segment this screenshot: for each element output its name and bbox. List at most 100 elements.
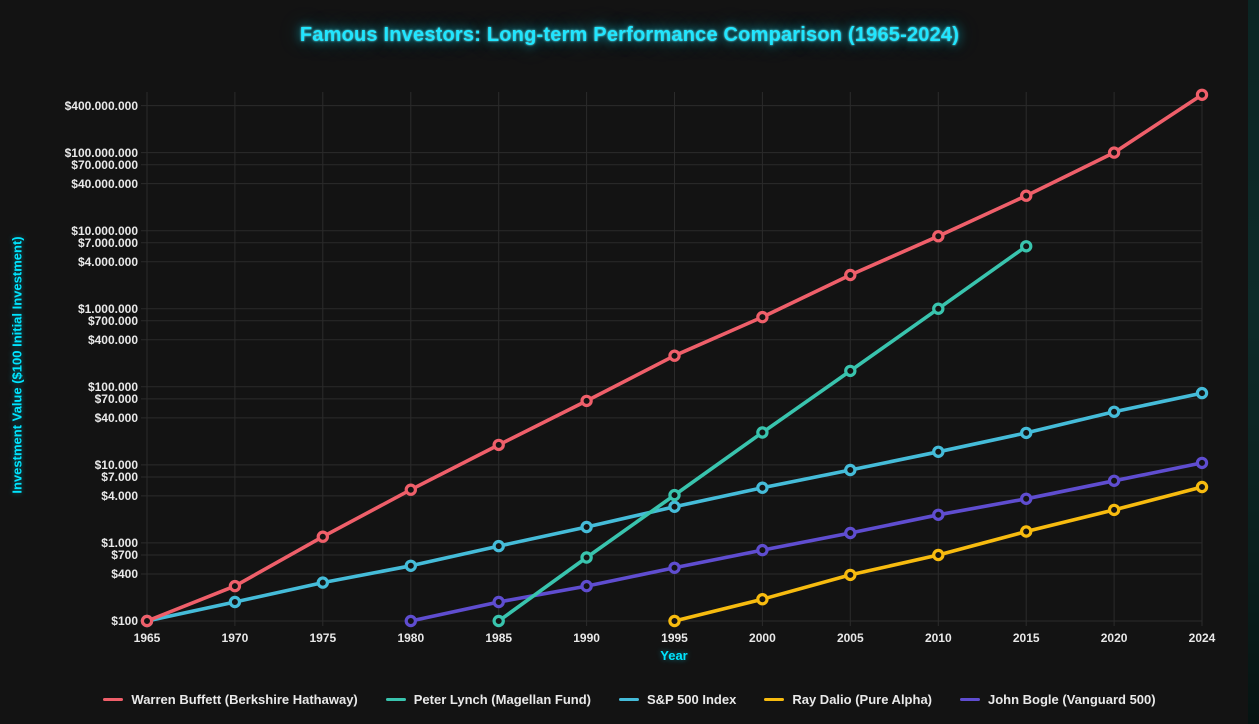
data-point-sp500-1970[interactable] [228, 595, 242, 609]
data-point-bogle-1985[interactable] [492, 595, 505, 609]
data-point-sp500-1995[interactable] [668, 500, 681, 513]
x-tick-label: 1975 [309, 631, 336, 645]
right-edge-strip [1248, 0, 1259, 724]
legend-item-bogle[interactable]: John Bogle (Vanguard 500) [960, 692, 1156, 707]
data-point-dalio-2000[interactable] [756, 593, 769, 606]
data-point-sp500-2015[interactable] [1019, 426, 1033, 440]
data-point-sp500-1990[interactable] [580, 520, 593, 534]
data-point-buffett-2020[interactable] [1107, 146, 1121, 159]
x-tick-label: 2010 [925, 631, 952, 645]
data-point-bogle-2000[interactable] [756, 543, 769, 557]
y-tick-label: $400.000 [88, 333, 138, 347]
data-point-buffett-1980[interactable] [404, 483, 417, 496]
x-tick-label: 2020 [1101, 631, 1128, 645]
data-point-lynch-2000[interactable] [756, 426, 769, 439]
x-axis-title: Year [660, 648, 688, 663]
y-tick-label: $4.000 [101, 489, 138, 503]
y-tick-label: $40.000 [95, 411, 139, 425]
data-point-buffett-1985[interactable] [492, 438, 505, 452]
data-point-bogle-2020[interactable] [1107, 474, 1121, 487]
legend-item-dalio[interactable]: Ray Dalio (Pure Alpha) [764, 692, 932, 707]
data-point-dalio-2005[interactable] [844, 568, 857, 582]
data-point-lynch-1995[interactable] [668, 488, 681, 502]
data-point-buffett-1990[interactable] [580, 394, 593, 408]
legend-swatch-dalio [764, 698, 785, 701]
legend-label-buffett: Warren Buffett (Berkshire Hathaway) [131, 692, 358, 707]
data-point-buffett-1965[interactable] [140, 614, 154, 628]
y-tick-label: $700.000 [88, 314, 138, 328]
data-point-buffett-1975[interactable] [316, 530, 329, 543]
data-point-bogle-2015[interactable] [1019, 492, 1033, 505]
data-point-sp500-1980[interactable] [404, 559, 417, 573]
data-point-sp500-2010[interactable] [932, 445, 945, 458]
y-tick-label: $4.000.000 [78, 255, 138, 269]
data-point-buffett-2000[interactable] [756, 310, 769, 324]
series-line-bogle [409, 461, 1204, 623]
data-point-bogle-1990[interactable] [580, 579, 593, 593]
x-tick-label: 1965 [134, 631, 161, 645]
data-point-bogle-1980[interactable] [404, 614, 417, 628]
data-point-buffett-2024[interactable] [1195, 88, 1209, 102]
y-tick-label: $100.000 [88, 380, 138, 394]
data-point-sp500-2005[interactable] [844, 463, 857, 477]
legend-swatch-sp500 [618, 698, 639, 701]
data-point-sp500-1985[interactable] [492, 539, 505, 553]
data-point-sp500-1975[interactable] [316, 576, 329, 589]
data-point-lynch-2005[interactable] [844, 364, 857, 378]
data-point-lynch-1990[interactable] [580, 551, 593, 564]
data-point-buffett-2015[interactable] [1019, 189, 1033, 202]
data-point-sp500-2024[interactable] [1195, 386, 1209, 400]
legend-item-sp500[interactable]: S&P 500 Index [618, 692, 737, 707]
legend-swatch-lynch [385, 698, 406, 701]
y-tick-label: $1.000 [101, 536, 138, 550]
data-point-dalio-2010[interactable] [932, 548, 945, 562]
data-point-lynch-2015[interactable] [1019, 240, 1033, 253]
series-bogle [404, 456, 1209, 628]
series-sp500 [140, 386, 1209, 628]
legend-item-buffett[interactable]: Warren Buffett (Berkshire Hathaway) [103, 692, 358, 707]
data-point-lynch-2010[interactable] [932, 302, 945, 315]
y-tick-label: $70.000.000 [71, 158, 138, 172]
legend-label-bogle: John Bogle (Vanguard 500) [988, 692, 1156, 707]
legend-label-sp500: S&P 500 Index [646, 692, 737, 707]
data-point-dalio-1995[interactable] [668, 614, 681, 628]
y-tick-label: $10.000 [95, 458, 139, 472]
x-tick-label: 1980 [397, 631, 424, 645]
data-point-bogle-2005[interactable] [844, 526, 857, 540]
data-point-lynch-1985[interactable] [492, 614, 505, 628]
data-point-sp500-2020[interactable] [1107, 405, 1121, 418]
y-tick-label: $7.000.000 [78, 236, 138, 250]
x-tick-label: 2015 [1013, 631, 1040, 645]
x-tick-label: 2005 [837, 631, 864, 645]
data-point-buffett-2005[interactable] [844, 268, 857, 282]
data-point-bogle-1995[interactable] [668, 561, 681, 575]
x-tick-label: 2024 [1189, 631, 1216, 645]
data-point-dalio-2024[interactable] [1195, 480, 1209, 494]
data-point-dalio-2020[interactable] [1107, 503, 1121, 517]
data-point-buffett-2010[interactable] [932, 229, 945, 243]
y-tick-label: $400 [111, 567, 138, 581]
x-tick-label: 1990 [573, 631, 600, 645]
y-tick-label: $100 [111, 614, 138, 628]
x-tick-label: 1985 [485, 631, 512, 645]
data-point-sp500-2000[interactable] [756, 481, 769, 494]
y-axis-title: Investment Value ($100 Initial Investmen… [9, 236, 25, 494]
legend: Warren Buffett (Berkshire Hathaway) Peter… [0, 692, 1259, 707]
data-point-buffett-1995[interactable] [668, 349, 681, 362]
data-point-bogle-2010[interactable] [932, 508, 945, 521]
legend-swatch-buffett [103, 698, 124, 701]
data-point-dalio-2015[interactable] [1019, 525, 1033, 538]
series-buffett [140, 88, 1209, 628]
y-tick-label: $10.000.000 [71, 224, 138, 238]
y-tick-label: $70.000 [95, 392, 139, 406]
y-tick-label: $100.000.000 [65, 146, 139, 160]
chart-title: Famous Investors: Long-term Performance … [299, 24, 960, 46]
data-point-buffett-1970[interactable] [228, 579, 242, 593]
legend-label-lynch: Peter Lynch (Magellan Fund) [413, 692, 591, 707]
legend-item-lynch[interactable]: Peter Lynch (Magellan Fund) [385, 692, 591, 707]
y-axis-ticks: $400.000.000 $100.000.000$70.000.000 $40.0… [65, 99, 139, 628]
data-point-bogle-2024[interactable] [1195, 456, 1209, 470]
y-tick-label: $400.000.000 [65, 99, 139, 113]
